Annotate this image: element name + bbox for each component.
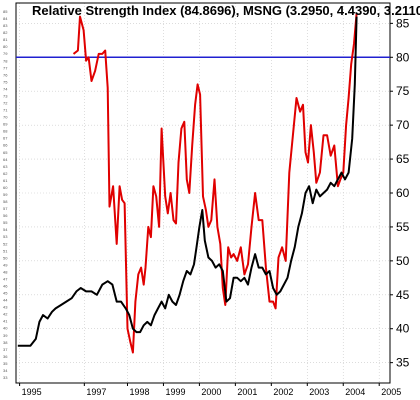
left-scale-label: 63 (3, 164, 8, 169)
x-tick-label: 2003 (309, 387, 329, 397)
left-scale-label: 73 (3, 93, 8, 98)
left-scale-label: 34 (3, 368, 8, 373)
left-scale-label: 84 (3, 16, 8, 21)
y-tick-label: 60 (396, 186, 410, 200)
x-tick-label: 2001 (237, 387, 257, 397)
y-tick-label: 65 (396, 152, 410, 166)
left-scale-label: 43 (3, 305, 8, 310)
y-tick-label: 50 (396, 254, 410, 268)
left-scale-label: 71 (3, 108, 8, 113)
x-tick-label: 1999 (165, 387, 185, 397)
left-scale: 85 84 83 82 81 80 79 78 77 76 75 74 73 72 71 70 69 68 67 66… (3, 9, 8, 380)
left-scale-label: 64 (3, 157, 8, 162)
x-tick-label: 1998 (129, 387, 149, 397)
x-tick-label: 1997 (86, 387, 106, 397)
left-scale-label: 60 (3, 185, 8, 190)
left-scale-label: 55 (3, 220, 8, 225)
left-scale-label: 81 (3, 37, 8, 42)
x-tick-label: 2002 (273, 387, 293, 397)
y-tick-label: 80 (396, 50, 410, 64)
left-scale-label: 85 (3, 9, 8, 14)
left-scale-label: 77 (3, 65, 8, 70)
x-tick-label: 2004 (345, 387, 365, 397)
left-scale-label: 79 (3, 51, 8, 56)
left-scale-label: 69 (3, 122, 8, 127)
left-scale-label: 46 (3, 284, 8, 289)
y-axis-tick-labels: 35 40 45 50 55 60 65 70 75 80 85 (390, 16, 410, 370)
left-scale-label: 33 (3, 375, 8, 380)
left-scale-label: 35 (3, 361, 8, 366)
left-scale-label: 49 (3, 262, 8, 267)
chart-title: Relative Strength Index (84.8696), MSNG … (32, 3, 420, 18)
left-scale-label: 36 (3, 354, 8, 359)
left-scale-label: 54 (3, 227, 8, 232)
left-scale-label: 56 (3, 213, 8, 218)
x-tick-label: 2000 (201, 387, 221, 397)
series-group (17, 13, 358, 354)
left-scale-label: 59 (3, 192, 8, 197)
y-tick-label: 70 (396, 118, 410, 132)
left-scale-label: 82 (3, 30, 8, 35)
left-scale-label: 72 (3, 101, 8, 106)
y-tick-label: 35 (396, 356, 410, 370)
left-scale-label: 67 (3, 136, 8, 141)
y-tick-label: 75 (396, 84, 410, 98)
left-scale-label: 58 (3, 199, 8, 204)
left-scale-label: 42 (3, 312, 8, 317)
left-scale-label: 74 (3, 86, 8, 91)
left-scale-label: 66 (3, 143, 8, 148)
x-tick-label: 1995 (22, 387, 42, 397)
left-scale-label: 45 (3, 291, 8, 296)
left-scale-label: 52 (3, 241, 8, 246)
series-line-1 (72, 13, 358, 354)
series-line-2 (17, 16, 358, 347)
left-scale-label: 51 (3, 248, 8, 253)
left-scale-label: 44 (3, 298, 8, 303)
left-scale-label: 80 (3, 44, 8, 49)
x-tick-label: 2005 (381, 387, 401, 397)
left-scale-label: 40 (3, 326, 8, 331)
left-scale-label: 68 (3, 129, 8, 134)
y-tick-label: 55 (396, 220, 410, 234)
left-scale-label: 61 (3, 178, 8, 183)
y-tick-label: 85 (396, 16, 410, 30)
left-scale-label: 47 (3, 276, 8, 281)
y-tick-label: 45 (396, 288, 410, 302)
left-scale-label: 83 (3, 23, 8, 28)
left-scale-label: 76 (3, 72, 8, 77)
left-scale-label: 38 (3, 340, 8, 345)
left-scale-label: 75 (3, 79, 8, 84)
left-scale-label: 78 (3, 58, 8, 63)
left-scale-label: 62 (3, 171, 8, 176)
left-scale-label: 50 (3, 255, 8, 260)
x-axis-tick-labels: 1995 1997 1998 1999 2000 2001 2002 2003 2004 2005 (19, 383, 401, 397)
left-scale-label: 53 (3, 234, 8, 239)
y-tick-label: 40 (396, 322, 410, 336)
left-scale-label: 48 (3, 269, 8, 274)
left-scale-label: 65 (3, 150, 8, 155)
left-scale-label: 57 (3, 206, 8, 211)
left-scale-label: 37 (3, 347, 8, 352)
left-scale-label: 39 (3, 333, 8, 338)
left-scale-label: 41 (3, 319, 8, 324)
left-scale-label: 70 (3, 115, 8, 120)
